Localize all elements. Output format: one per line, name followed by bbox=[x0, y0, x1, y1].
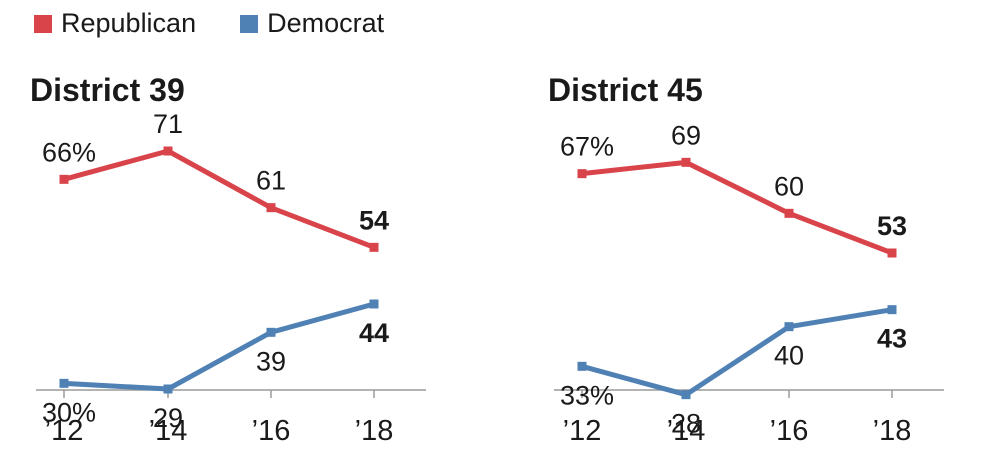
x-tick-label: ’12 bbox=[563, 415, 602, 447]
data-label-republican: 53 bbox=[877, 211, 907, 241]
data-label-democrat: 39 bbox=[256, 346, 286, 376]
data-point-republican bbox=[681, 157, 691, 167]
series-line-republican bbox=[63, 148, 375, 250]
data-point-republican bbox=[59, 174, 69, 184]
data-label-republican: 71 bbox=[153, 109, 183, 139]
series-line-democrat bbox=[63, 301, 375, 392]
data-label-republican: 54 bbox=[359, 205, 389, 235]
data-label-republican: 61 bbox=[256, 166, 286, 196]
data-point-democrat bbox=[577, 361, 587, 371]
data-label-republican: 66% bbox=[42, 137, 96, 167]
data-point-republican bbox=[163, 146, 173, 156]
data-label-democrat: 43 bbox=[877, 324, 907, 354]
data-label-democrat: 28 bbox=[671, 409, 701, 439]
chart-title: District 39 bbox=[30, 72, 185, 108]
data-label-democrat: 44 bbox=[359, 318, 389, 348]
data-label-republican: 67% bbox=[560, 132, 614, 162]
data-point-republican bbox=[266, 203, 276, 213]
data-label-democrat: 40 bbox=[774, 341, 804, 371]
data-label-democrat: 33% bbox=[560, 380, 614, 410]
x-tick-label: ’18 bbox=[355, 415, 394, 447]
chart-title: District 45 bbox=[548, 72, 703, 108]
data-point-democrat bbox=[681, 390, 691, 400]
line-chart-district-45: ’12 ’14 ’16 ’18 67% 69 60 53 33% 28 40 43 bbox=[554, 120, 944, 447]
x-tick-label: ’16 bbox=[252, 415, 291, 447]
x-tick-label: ’16 bbox=[770, 415, 809, 447]
data-label-republican: 60 bbox=[774, 171, 804, 201]
x-tick-label: ’14 bbox=[667, 415, 706, 447]
series-line-republican bbox=[581, 159, 893, 256]
chart-panel-district-39: District 39 ’12 ’14 ’16 ’18 66% 71 61 54 30% 29 39… bbox=[30, 0, 450, 456]
legend-item-republican: Republican bbox=[34, 8, 196, 39]
data-label-republican: 69 bbox=[671, 120, 701, 150]
data-point-democrat bbox=[266, 327, 276, 337]
x-tick-label: ’12 bbox=[45, 415, 84, 447]
data-label-democrat: 30% bbox=[42, 397, 96, 427]
legend-item-democrat: Democrat bbox=[240, 8, 384, 39]
data-label-democrat: 29 bbox=[153, 403, 183, 433]
data-point-republican bbox=[784, 208, 794, 218]
chart-panel-district-45: District 45 ’12 ’14 ’16 ’18 67% 69 60 53 33% 28 40… bbox=[548, 0, 968, 456]
legend-swatch-republican bbox=[34, 14, 52, 33]
data-point-democrat bbox=[784, 322, 794, 332]
legend-label-democrat: Democrat bbox=[267, 8, 385, 38]
data-point-democrat bbox=[887, 305, 897, 315]
data-point-democrat bbox=[59, 378, 69, 388]
data-point-democrat bbox=[369, 299, 379, 309]
data-point-democrat bbox=[163, 384, 173, 394]
x-tick-label: ’18 bbox=[873, 415, 912, 447]
legend: Republican Democrat bbox=[34, 8, 428, 39]
data-point-republican bbox=[369, 242, 379, 252]
data-point-republican bbox=[887, 248, 897, 258]
line-chart-district-39: ’12 ’14 ’16 ’18 66% 71 61 54 30% 29 39 44 bbox=[36, 109, 426, 447]
legend-swatch-democrat bbox=[240, 14, 259, 33]
x-tick-label: ’14 bbox=[149, 415, 188, 447]
data-point-republican bbox=[577, 169, 587, 179]
series-line-democrat bbox=[581, 307, 893, 398]
legend-label-republican: Republican bbox=[61, 8, 197, 38]
